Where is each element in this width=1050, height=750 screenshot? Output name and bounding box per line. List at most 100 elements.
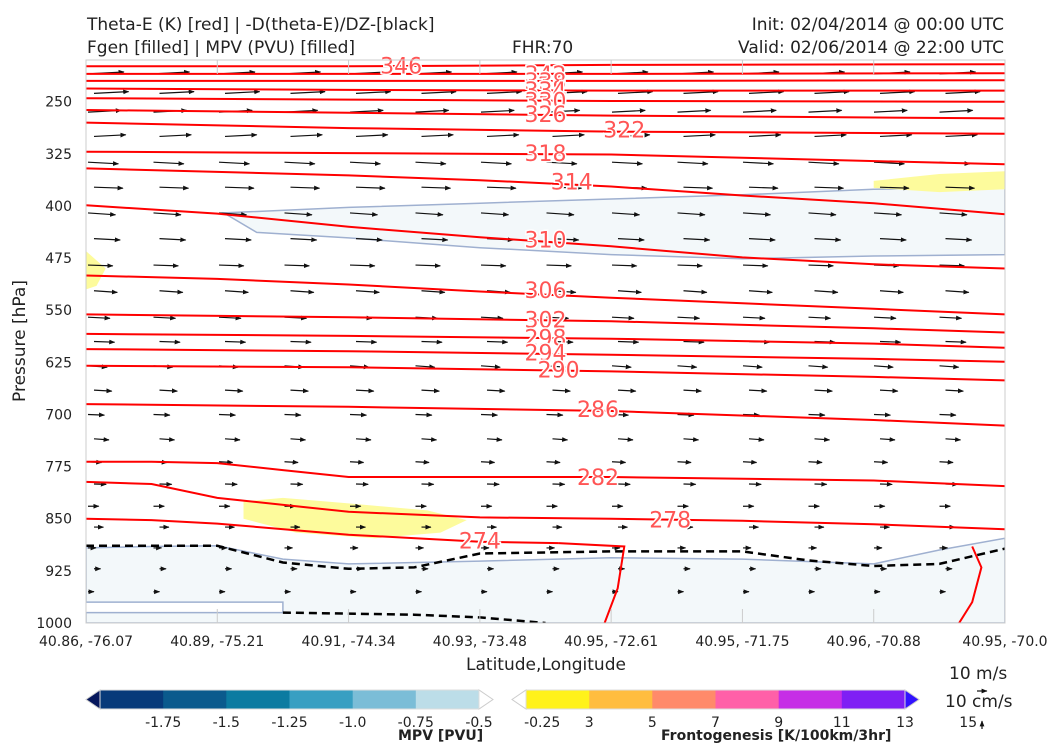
wind-vector — [480, 108, 515, 114]
wind-vector — [93, 339, 116, 345]
wind-vector — [421, 289, 446, 295]
wind-vector — [355, 132, 389, 138]
theta-e-label: 346 — [380, 55, 422, 80]
wind-vector — [349, 412, 367, 418]
mpv-region — [221, 185, 1005, 260]
wind-vector — [421, 185, 452, 191]
wind-vector — [617, 437, 634, 442]
wind-vector — [480, 263, 507, 269]
vector-scale-speed: 10 m/s — [949, 664, 1008, 684]
theta-e-contour — [958, 546, 983, 623]
wind-vector — [677, 459, 692, 465]
mpv-colorbar-tick-label: -0.25 — [524, 715, 560, 731]
wind-vector — [552, 388, 571, 394]
wind-vector — [808, 364, 829, 370]
mpv-colorbar-swatch — [100, 690, 164, 709]
wind-vector — [873, 315, 897, 321]
fgen-colorbar-tick-label: 15 — [959, 715, 977, 731]
wind-vector — [349, 459, 365, 465]
wind-vector — [546, 161, 578, 166]
wind-vector — [415, 459, 430, 465]
theta-e-label: 306 — [525, 279, 567, 304]
mpv-colorbar-frame — [99, 689, 480, 710]
wind-vector — [748, 289, 773, 295]
wind-vector — [748, 185, 779, 191]
theta-e-label: 322 — [603, 119, 645, 144]
valid-time: Valid: 02/06/2014 @ 22:00 UTC — [738, 38, 1004, 58]
wind-vector — [611, 315, 635, 321]
mpv-colorbar-swatch — [289, 690, 354, 709]
wind-vector — [224, 237, 252, 243]
wind-vector — [742, 263, 769, 269]
wind-vector — [349, 263, 376, 269]
y-axis-label: Pressure [hPa] — [10, 280, 30, 402]
wind-vector — [284, 412, 302, 418]
wind-vector — [683, 185, 714, 191]
y-tick-label: 925 — [45, 564, 72, 580]
wind-vector — [808, 412, 826, 418]
wind-vector — [879, 132, 913, 138]
wind-vector — [224, 339, 247, 345]
wind-vector — [93, 185, 124, 191]
wind-vector — [546, 212, 575, 217]
mpv-colorbar-tick-label: -1.75 — [145, 715, 181, 731]
wind-vector — [945, 132, 978, 138]
wind-vector — [546, 108, 581, 114]
wind-vector — [290, 185, 321, 191]
wind-vector — [742, 161, 774, 166]
theta-e-label: 278 — [649, 508, 691, 533]
wind-vector — [486, 339, 509, 345]
wind-vector — [93, 388, 113, 394]
init-time: Init: 02/04/2014 @ 00:00 UTC — [751, 15, 1004, 35]
wind-vector — [683, 89, 719, 95]
title-line-1: Theta-E (K) [red] | -D(theta-E)/DZ-[blac… — [87, 15, 435, 35]
wind-vector — [480, 412, 498, 418]
wind-vector — [355, 339, 378, 345]
x-tick-label: 40.89, -75.21 — [170, 634, 264, 650]
wind-vector — [677, 212, 706, 217]
wind-vector — [742, 108, 777, 114]
mpv-colorbar-tick-label: -1.25 — [271, 715, 307, 731]
wind-vector — [742, 212, 772, 217]
wind-vector — [290, 388, 309, 394]
wind-vector — [415, 263, 441, 269]
wind-vector — [552, 89, 588, 95]
fgen-colorbar-tick-label: 5 — [648, 715, 657, 731]
theta-e-label: 282 — [577, 466, 619, 491]
wind-vector — [290, 89, 326, 95]
wind-vector — [349, 108, 384, 114]
theta-e-label: 334 — [525, 79, 567, 104]
wind-vector — [480, 459, 496, 465]
theta-e-label: 302 — [525, 308, 567, 333]
theta-e-contour — [86, 87, 1005, 92]
theta-e-contour — [86, 121, 1005, 135]
wind-vector — [814, 289, 839, 295]
wind-vector — [284, 212, 313, 217]
wind-vector — [421, 388, 440, 394]
wind-vector — [218, 161, 250, 166]
y-tick-label: 400 — [45, 199, 72, 215]
wind-vector — [355, 237, 383, 243]
wind-vector — [290, 132, 323, 138]
wind-vector — [683, 132, 716, 138]
fgen-colorbar-frame — [525, 689, 906, 710]
wind-vector — [611, 412, 629, 418]
x-tick-label: 40.95, -71.75 — [695, 634, 789, 650]
wind-vector — [93, 237, 121, 243]
wind-vector — [552, 437, 569, 442]
wind-vector — [159, 339, 181, 345]
wind-vector — [159, 132, 192, 138]
wind-vector — [683, 289, 708, 295]
wind-vector — [814, 132, 847, 138]
fgen-colorbar-extend-high — [904, 689, 920, 710]
wind-vector — [486, 437, 503, 442]
wind-vector — [814, 89, 850, 95]
x-tick-label: 40.95, -70.0 — [962, 634, 1047, 650]
wind-vector — [611, 263, 638, 269]
wind-vector — [87, 212, 117, 217]
wind-vector — [159, 388, 178, 394]
wind-vector — [742, 315, 766, 321]
fgen-colorbar-swatch — [841, 690, 906, 709]
wind-vector — [355, 185, 386, 191]
wind-vector — [153, 412, 171, 418]
